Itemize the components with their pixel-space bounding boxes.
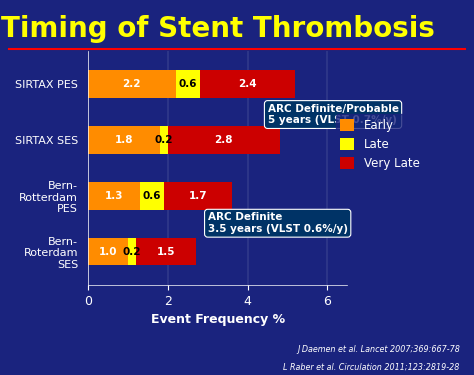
Text: 0.6: 0.6 — [143, 191, 161, 201]
Text: 1.8: 1.8 — [115, 135, 133, 145]
Text: 1.5: 1.5 — [156, 246, 175, 256]
Text: 1.0: 1.0 — [99, 246, 117, 256]
Text: L Raber et al. Circulation 2011;123:2819-28: L Raber et al. Circulation 2011;123:2819… — [283, 362, 460, 371]
Bar — [88, 182, 140, 210]
Legend: Early, Late, Very Late: Early, Late, Very Late — [336, 114, 424, 175]
Text: ARC Definite/Probable
5 years (VLST 0.7%/y): ARC Definite/Probable 5 years (VLST 0.7%… — [267, 104, 399, 125]
Bar — [128, 238, 136, 266]
Text: J Daemen et al. Lancet 2007;369:667-78: J Daemen et al. Lancet 2007;369:667-78 — [297, 345, 460, 354]
Bar — [140, 182, 164, 210]
Text: 1.3: 1.3 — [105, 191, 123, 201]
Text: 2.8: 2.8 — [214, 135, 233, 145]
Title: Timing of Stent Thrombosis: Timing of Stent Thrombosis — [1, 15, 435, 43]
Text: 0.2: 0.2 — [155, 135, 173, 145]
Text: 1.7: 1.7 — [188, 191, 207, 201]
Text: 0.2: 0.2 — [123, 246, 141, 256]
Text: 0.6: 0.6 — [179, 80, 197, 89]
Bar — [164, 182, 232, 210]
Text: 2.4: 2.4 — [238, 80, 257, 89]
Bar — [200, 70, 295, 98]
Bar — [176, 70, 200, 98]
Bar — [168, 126, 280, 154]
Bar — [160, 126, 168, 154]
X-axis label: Event Frequency %: Event Frequency % — [151, 313, 285, 326]
Bar — [88, 70, 176, 98]
Bar — [88, 238, 128, 266]
Bar — [88, 126, 160, 154]
Text: 2.2: 2.2 — [123, 80, 141, 89]
Bar — [136, 238, 196, 266]
Text: ARC Definite
3.5 years (VLST 0.6%/y): ARC Definite 3.5 years (VLST 0.6%/y) — [208, 212, 348, 234]
